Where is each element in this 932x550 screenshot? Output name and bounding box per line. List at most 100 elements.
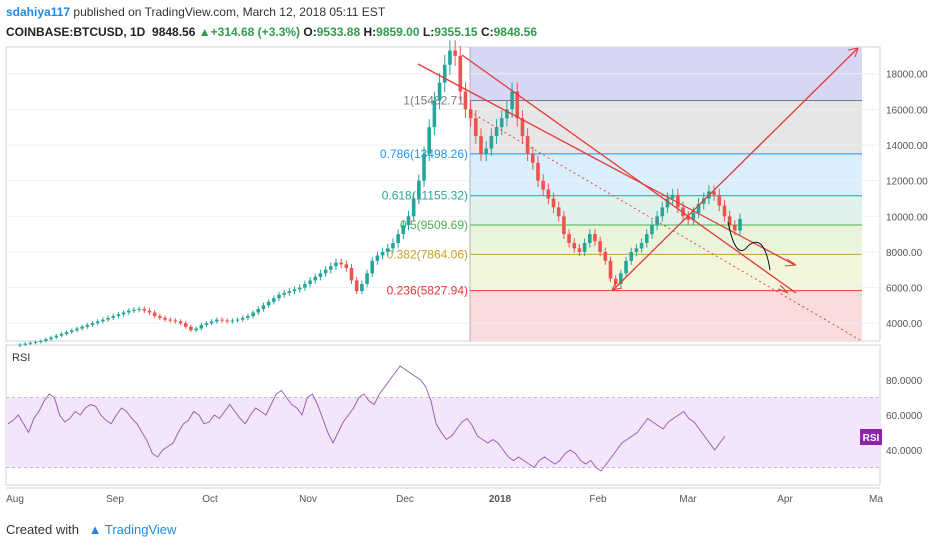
candle-body — [468, 109, 473, 119]
candle-body — [717, 194, 722, 206]
price-tick-label: 8000.00 — [886, 248, 923, 259]
candle-body — [137, 308, 141, 310]
candle-body — [126, 310, 131, 313]
candle-body — [411, 198, 416, 217]
candle-body — [28, 342, 33, 344]
candle-body — [292, 289, 297, 292]
candle-body — [75, 328, 79, 331]
trendline-lower — [461, 54, 797, 294]
candle-body — [577, 248, 582, 252]
candle-body — [593, 234, 597, 242]
candle-body — [541, 180, 545, 190]
candle-body — [303, 283, 307, 288]
candle-body — [297, 287, 302, 290]
candle-body — [655, 216, 659, 226]
candle-body — [189, 326, 193, 331]
high-label: H: — [363, 25, 377, 39]
candle-body — [261, 305, 266, 309]
candle-body — [308, 280, 312, 284]
candle-body — [80, 326, 84, 329]
chart-area[interactable]: 4000.00 6000.00 8000.00 10000.00 12000.00 140… — [0, 0, 932, 520]
fib-zone — [470, 254, 862, 291]
candle-body — [313, 276, 318, 281]
candle-body — [551, 198, 556, 208]
candle-body — [116, 314, 121, 317]
x-tick-label: Apr — [777, 494, 793, 505]
candle-body — [152, 312, 157, 317]
fib-zone — [470, 225, 862, 255]
fib-level-label: 0.618(11155.32) — [382, 189, 468, 203]
rsi-badge-label: RSI — [863, 433, 880, 444]
candle-body — [38, 341, 43, 342]
candle-body — [158, 316, 162, 318]
x-tick-label: 2018 — [489, 494, 512, 505]
price-tick-label: 10000.00 — [886, 212, 928, 223]
candle-body — [204, 323, 209, 325]
x-tick-label: Oct — [202, 494, 218, 505]
candle-body — [727, 216, 732, 226]
candle-body — [624, 260, 628, 274]
candle-body — [738, 218, 742, 231]
candle-body — [287, 291, 292, 293]
candle-body — [111, 316, 116, 318]
x-tick-label: Dec — [396, 494, 414, 505]
candle-body — [603, 251, 608, 261]
candle-body — [168, 319, 173, 321]
candle-body — [650, 225, 654, 235]
tradingview-logo-icon: ▲ — [88, 522, 102, 537]
candle-body — [572, 243, 577, 249]
candle-body — [427, 127, 432, 154]
candle-body — [525, 136, 530, 154]
candle-body — [691, 212, 696, 220]
candle-body — [354, 280, 359, 292]
candle-body — [463, 91, 468, 110]
symbol-info-line: COINBASE:BTCUSD, 1D 9848.56 ▲+314.68 (+3… — [6, 25, 537, 39]
candle-body — [396, 234, 400, 243]
candle-body — [339, 262, 343, 265]
candle-body — [194, 328, 198, 331]
candle-body — [163, 317, 167, 320]
candle-body — [225, 320, 229, 322]
candle-body — [634, 248, 639, 252]
candle-body — [676, 194, 680, 208]
candle-body — [696, 203, 701, 213]
candle-body — [613, 278, 618, 284]
publish-text: published on TradingView.com, March 12, … — [70, 5, 386, 19]
candle-body — [183, 323, 188, 327]
close-label: C: — [480, 25, 494, 39]
candle-body — [90, 323, 95, 325]
x-tick-label: Ma — [869, 494, 883, 505]
candle-body — [142, 308, 147, 311]
candle-body — [442, 64, 447, 83]
price-change: +314.68 (+3.3%) — [210, 25, 301, 39]
trendline-upper — [417, 63, 796, 266]
candle-body — [44, 339, 48, 341]
candle-body — [380, 251, 385, 256]
fib-level-label: 0.382(7864.06) — [387, 247, 468, 261]
candle-body — [147, 310, 152, 313]
author-link[interactable]: sdahiya117 — [6, 5, 71, 19]
candle-body — [670, 194, 675, 199]
rsi-badge — [860, 429, 882, 445]
arrow-head-icon — [784, 258, 797, 267]
candle-body — [417, 180, 421, 199]
candle-body — [448, 50, 452, 65]
candle-body — [246, 316, 250, 318]
candle-body — [660, 207, 665, 217]
candle-body — [132, 309, 136, 311]
projection-curve — [727, 221, 771, 271]
x-tick-label: Aug — [6, 494, 24, 505]
candle-body — [85, 324, 90, 327]
trendline-rising — [612, 47, 859, 291]
close-value: 9848.56 — [493, 25, 537, 39]
open-value: 9533.88 — [316, 25, 361, 39]
x-tick-label: Nov — [299, 494, 317, 505]
candle-body — [546, 189, 551, 199]
tradingview-brand[interactable]: TradingView — [104, 522, 177, 537]
candle-body — [474, 118, 478, 137]
open-label: O: — [303, 25, 317, 39]
candle-body — [432, 100, 437, 128]
candle-body — [510, 91, 514, 110]
candle-body — [23, 343, 27, 345]
candle-body — [598, 241, 602, 252]
